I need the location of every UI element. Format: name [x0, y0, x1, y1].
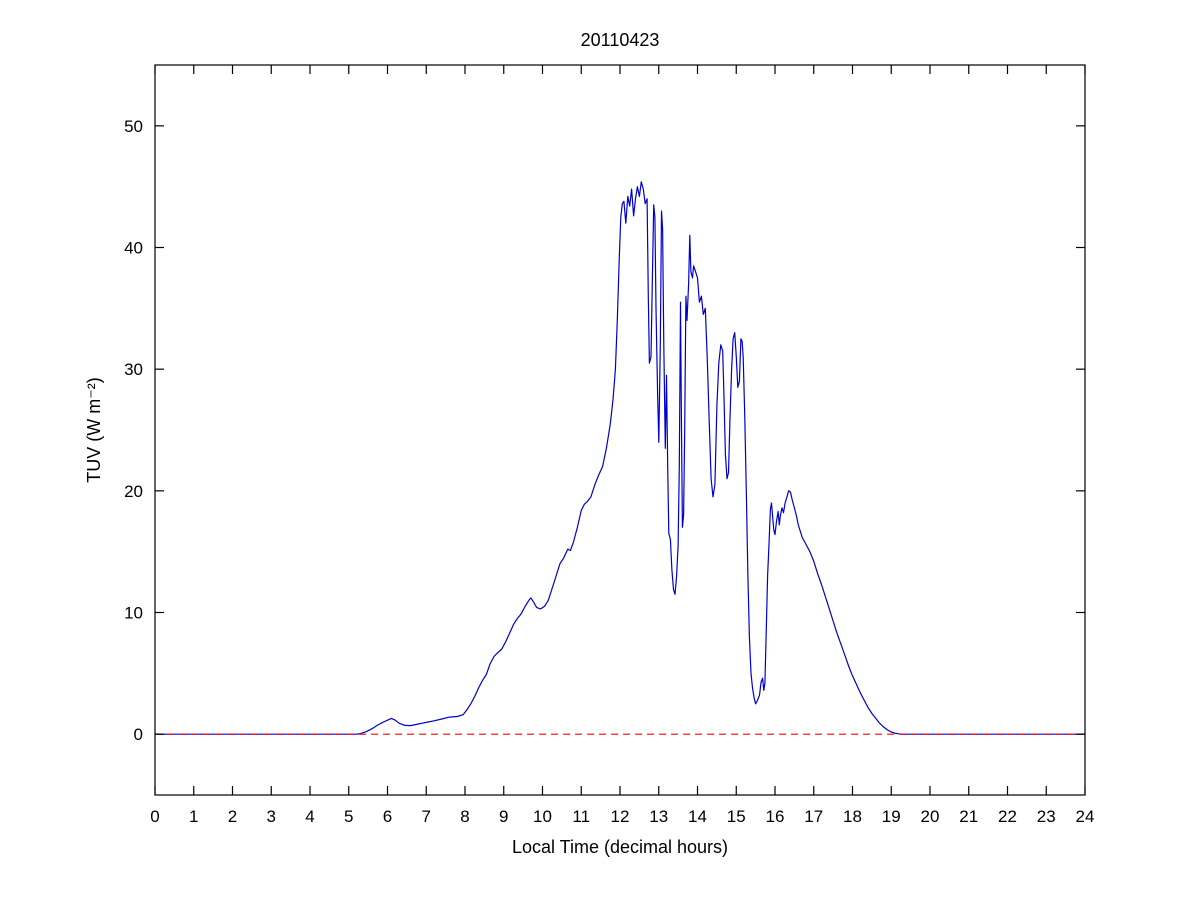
- x-tick-label: 11: [572, 807, 590, 826]
- y-tick-label: 20: [124, 482, 143, 501]
- series-line-tuv-irradiance: [155, 181, 1085, 735]
- x-tick-labels: 0 1 2 3 4 5 6 7 8 9 10 11 12 13 14 15 16 17 18 19 20 21 22 23 24: [150, 807, 1094, 826]
- x-tick-label: 18: [843, 807, 862, 826]
- axis-ticks: [154, 65, 1086, 795]
- series-group: [155, 181, 1085, 735]
- x-tick-label: 23: [1037, 807, 1056, 826]
- x-tick-label: 21: [959, 807, 978, 826]
- x-tick-label: 24: [1076, 807, 1095, 826]
- x-tick-label: 13: [649, 807, 668, 826]
- x-tick-label: 5: [344, 807, 353, 826]
- plot-box: [154, 64, 1086, 796]
- x-tick-label: 22: [998, 807, 1017, 826]
- x-tick-label: 1: [189, 807, 198, 826]
- x-tick-label: 0: [150, 807, 159, 826]
- x-tick-label: 17: [804, 807, 823, 826]
- x-tick-label: 12: [611, 807, 630, 826]
- x-tick-label: 14: [688, 807, 707, 826]
- x-tick-label: 15: [727, 807, 746, 826]
- x-tick-label: 10: [533, 807, 552, 826]
- x-axis-label: Local Time (decimal hours): [512, 837, 728, 857]
- y-tick-labels: 0 10 20 30 40 50: [124, 117, 143, 744]
- x-tick-label: 20: [921, 807, 940, 826]
- y-tick-label: 10: [124, 604, 143, 623]
- x-tick-label: 4: [305, 807, 314, 826]
- x-tick-label: 19: [882, 807, 901, 826]
- y-tick-label: 50: [124, 117, 143, 136]
- x-tick-label: 8: [460, 807, 469, 826]
- x-tick-label: 9: [499, 807, 508, 826]
- x-tick-label: 2: [228, 807, 237, 826]
- chart-title: 20110423: [581, 30, 660, 50]
- x-tick-label: 3: [267, 807, 276, 826]
- y-tick-label: 40: [124, 239, 143, 258]
- y-tick-label: 30: [124, 360, 143, 379]
- x-tick-label: 6: [383, 807, 392, 826]
- y-tick-label: 0: [134, 725, 143, 744]
- x-tick-label: 7: [422, 807, 431, 826]
- y-axis-label: TUV (W m⁻²): [84, 377, 104, 482]
- x-tick-label: 16: [766, 807, 785, 826]
